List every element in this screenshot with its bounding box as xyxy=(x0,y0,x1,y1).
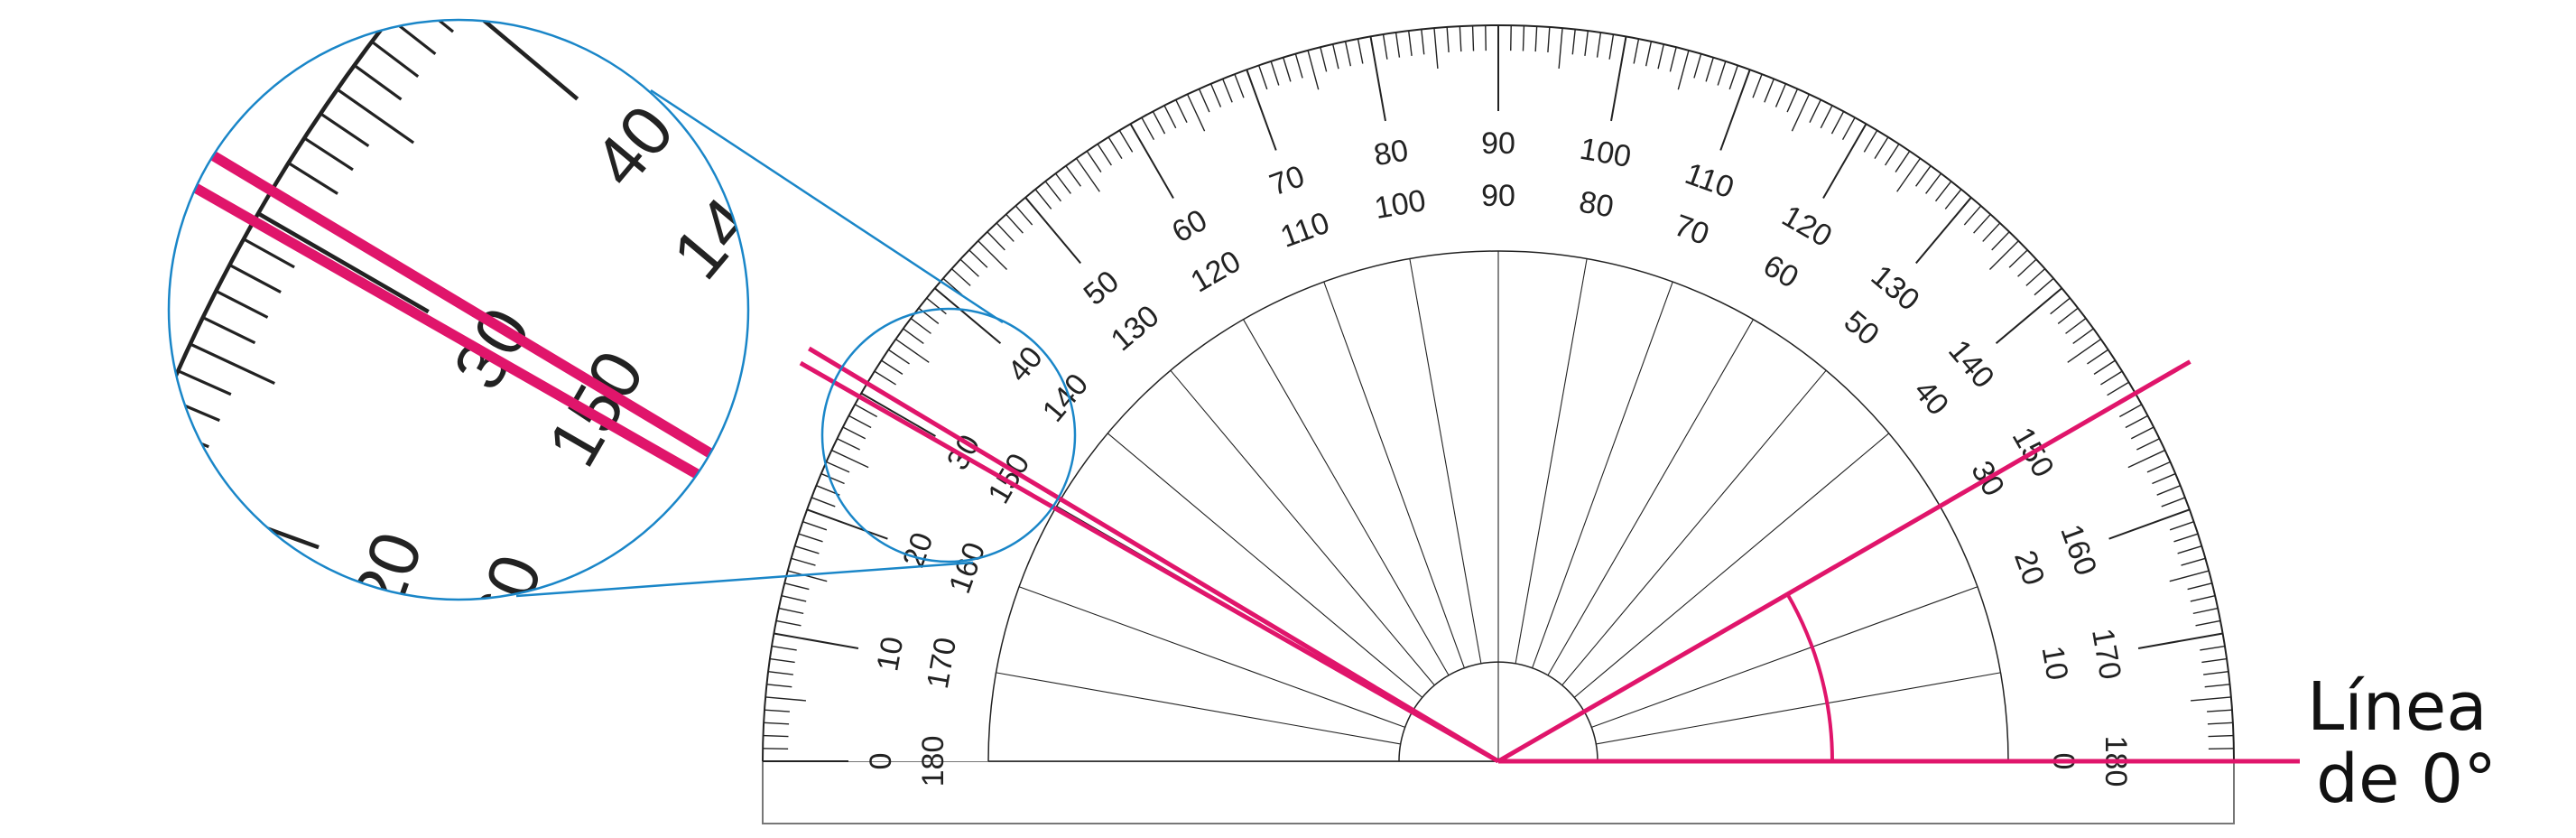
zero-line-label-line1: Línea xyxy=(2307,668,2488,746)
zero-line-label-line2: de 0° xyxy=(2316,740,2497,818)
magnifier-connector-top xyxy=(650,88,1004,324)
protractor-main xyxy=(763,25,2300,824)
magnifier-focus-circle xyxy=(820,307,1077,563)
magnified-view xyxy=(169,20,748,600)
magnifier xyxy=(167,18,1077,601)
magnifier-connector-bottom xyxy=(515,561,974,598)
magnifier-lens xyxy=(167,18,750,601)
